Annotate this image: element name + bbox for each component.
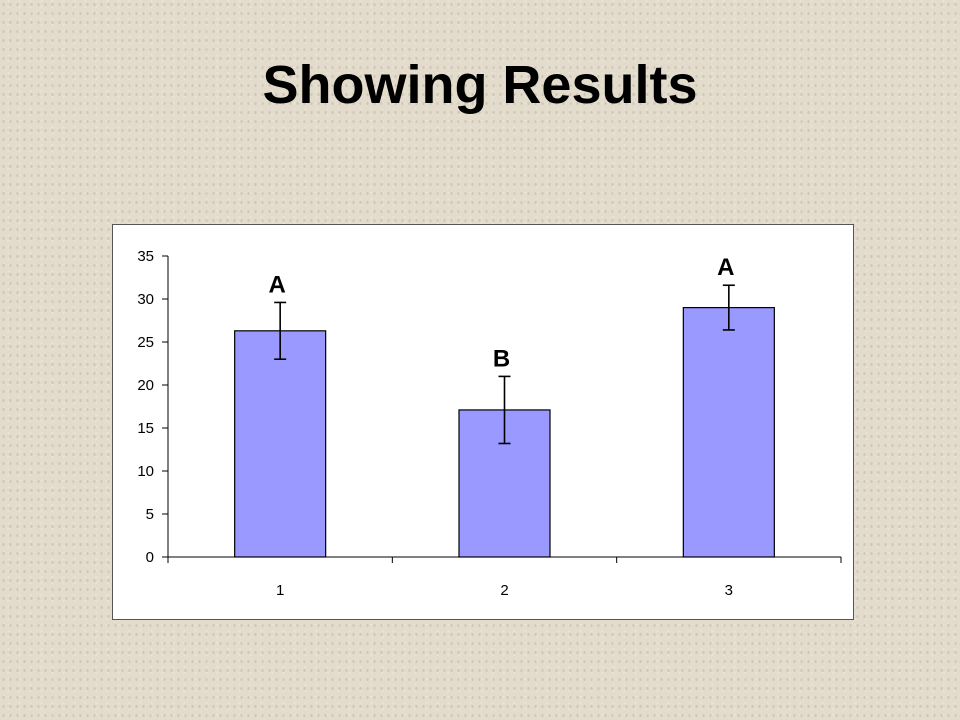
x-tick-label: 1	[276, 582, 284, 599]
significance-label: A	[268, 271, 285, 298]
bars: A B A	[234, 254, 775, 558]
y-tick-label: 35	[137, 248, 154, 265]
y-tick-label: 30	[137, 291, 154, 308]
y-tick-label: 5	[146, 506, 154, 523]
y-tick-label: 15	[137, 420, 154, 437]
y-axis: 0 5 10 15 20 25 30 35	[137, 248, 169, 566]
x-tick-label: 3	[725, 582, 733, 599]
y-tick-label: 10	[137, 463, 154, 480]
significance-label: B	[493, 345, 510, 372]
x-axis: 1 2 3	[167, 556, 842, 599]
y-tick-label: 25	[137, 334, 154, 351]
y-tick-label: 0	[146, 549, 154, 566]
bar	[682, 307, 775, 558]
y-tick-label: 20	[137, 377, 154, 394]
x-tick-label: 2	[500, 582, 508, 599]
bar	[234, 330, 327, 558]
slide-title: Showing Results	[262, 55, 698, 115]
significance-label: A	[717, 254, 734, 281]
